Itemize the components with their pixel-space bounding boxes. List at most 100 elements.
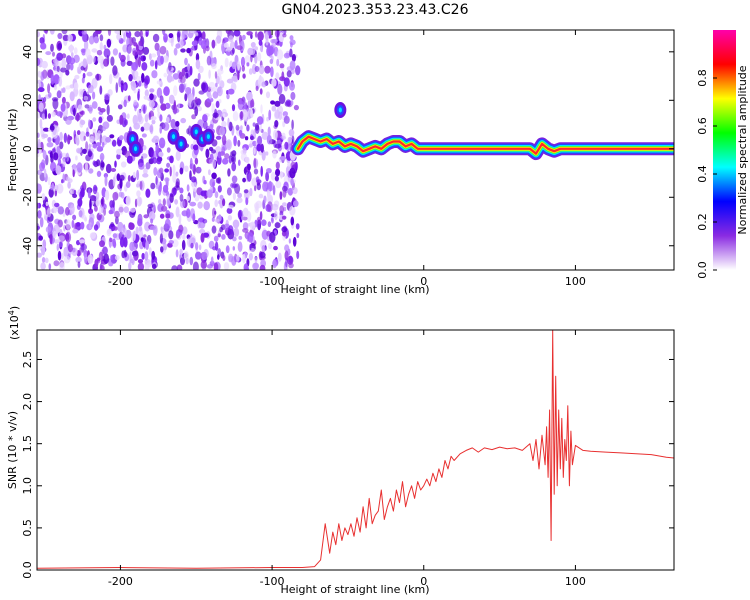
- noise-speck: [53, 58, 58, 64]
- noise-speck: [232, 192, 236, 201]
- noise-speck: [243, 189, 249, 194]
- noise-speck: [232, 111, 239, 122]
- noise-speck: [57, 219, 63, 228]
- colorbar-gradient: [713, 30, 736, 270]
- noise-speck: [158, 185, 162, 193]
- noise-speck: [60, 103, 66, 112]
- noise-speck: [98, 206, 102, 216]
- signal-blob-center: [194, 129, 198, 135]
- noise-speck: [88, 208, 94, 215]
- noise-speck: [238, 129, 243, 137]
- noise-speck: [44, 30, 48, 35]
- noise-speck: [289, 82, 295, 91]
- noise-speck: [42, 133, 49, 138]
- noise-speck: [110, 255, 113, 261]
- noise-speck: [253, 168, 259, 175]
- noise-speck: [51, 97, 59, 102]
- noise-speck: [148, 211, 156, 221]
- noise-speck: [148, 100, 155, 108]
- noise-speck: [272, 259, 277, 269]
- x-tick-label: -100: [260, 275, 285, 288]
- noise-speck: [49, 30, 55, 35]
- noise-speck: [37, 31, 40, 38]
- noise-speck: [126, 54, 130, 63]
- noise-speck: [63, 224, 66, 232]
- noise-speck: [247, 163, 251, 171]
- y-tick-label: 40: [21, 45, 34, 59]
- noise-speck: [281, 144, 285, 150]
- noise-speck: [295, 65, 301, 76]
- noise-speck: [206, 55, 212, 66]
- noise-speck: [85, 131, 90, 137]
- noise-speck: [240, 111, 244, 119]
- noise-speck: [120, 80, 124, 86]
- noise-speck: [261, 219, 267, 226]
- noise-speck: [164, 168, 170, 173]
- noise-speck: [277, 83, 283, 95]
- noise-speck: [76, 147, 82, 154]
- noise-speck: [182, 226, 188, 235]
- noise-speck: [223, 262, 230, 270]
- noise-speck: [292, 236, 297, 247]
- noise-speck: [37, 112, 40, 119]
- noise-speck: [135, 226, 139, 235]
- noise-speck: [160, 103, 167, 111]
- noise-speck: [110, 222, 115, 228]
- y-tick-label: 1.0: [21, 477, 34, 495]
- noise-speck: [50, 43, 54, 52]
- noise-speck: [118, 52, 122, 59]
- noise-speck: [186, 208, 191, 219]
- noise-speck: [144, 251, 149, 261]
- noise-speck: [85, 48, 91, 58]
- noise-speck: [75, 134, 80, 145]
- noise-speck: [270, 172, 276, 181]
- noise-speck: [67, 181, 71, 189]
- noise-speck: [185, 87, 192, 94]
- noise-speck: [56, 90, 62, 99]
- noise-speck: [99, 41, 104, 51]
- noise-speck: [141, 62, 148, 71]
- noise-speck: [240, 56, 246, 67]
- noise-speck: [238, 159, 241, 166]
- noise-speck: [191, 45, 198, 51]
- noise-speck: [77, 69, 81, 74]
- noise-speck: [128, 37, 134, 46]
- noise-speck: [246, 62, 250, 67]
- noise-speck: [152, 157, 158, 164]
- noise-speck: [126, 113, 130, 119]
- y-tick-label: 20: [21, 93, 34, 107]
- noise-speck: [180, 257, 185, 266]
- noise-speck: [172, 173, 177, 183]
- noise-speck: [103, 173, 109, 178]
- noise-speck: [54, 184, 59, 191]
- noise-speck: [210, 256, 214, 264]
- noise-speck: [254, 65, 260, 73]
- noise-speck: [97, 55, 105, 64]
- noise-speck: [63, 255, 71, 264]
- noise-speck: [237, 60, 241, 71]
- noise-speck: [217, 254, 220, 260]
- noise-speck: [37, 252, 42, 258]
- noise-speck: [39, 162, 45, 172]
- noise-speck: [248, 252, 253, 261]
- noise-speck: [95, 30, 102, 35]
- noise-speck: [170, 118, 176, 129]
- noise-speck: [271, 203, 279, 211]
- noise-speck: [191, 114, 197, 120]
- noise-speck: [209, 123, 214, 130]
- noise-speck: [175, 150, 181, 161]
- noise-speck: [71, 247, 78, 257]
- noise-speck: [287, 162, 292, 167]
- noise-speck: [112, 176, 116, 187]
- noise-speck: [49, 184, 56, 191]
- noise-speck: [89, 222, 92, 229]
- noise-speck: [59, 261, 65, 270]
- noise-speck: [242, 177, 247, 183]
- noise-speck: [69, 204, 75, 215]
- noise-speck: [170, 38, 174, 47]
- noise-speck: [37, 225, 41, 230]
- noise-speck: [241, 65, 245, 72]
- noise-speck: [236, 255, 240, 262]
- noise-speck: [245, 197, 249, 206]
- noise-speck: [177, 31, 181, 43]
